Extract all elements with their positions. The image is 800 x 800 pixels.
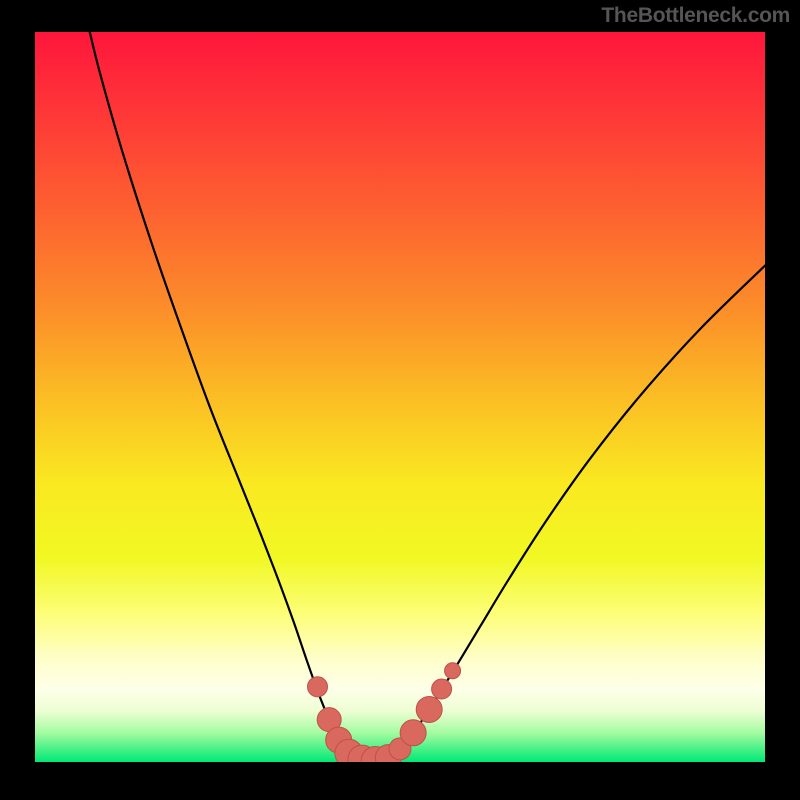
marker-point (416, 696, 442, 722)
plot-background-gradient (35, 32, 765, 762)
marker-point (445, 663, 461, 679)
bottleneck-chart (0, 0, 800, 800)
watermark-text: TheBottleneck.com (601, 4, 790, 28)
marker-point (400, 720, 426, 746)
marker-point (432, 679, 452, 699)
chart-container: TheBottleneck.com (0, 0, 800, 800)
marker-point (308, 677, 328, 697)
